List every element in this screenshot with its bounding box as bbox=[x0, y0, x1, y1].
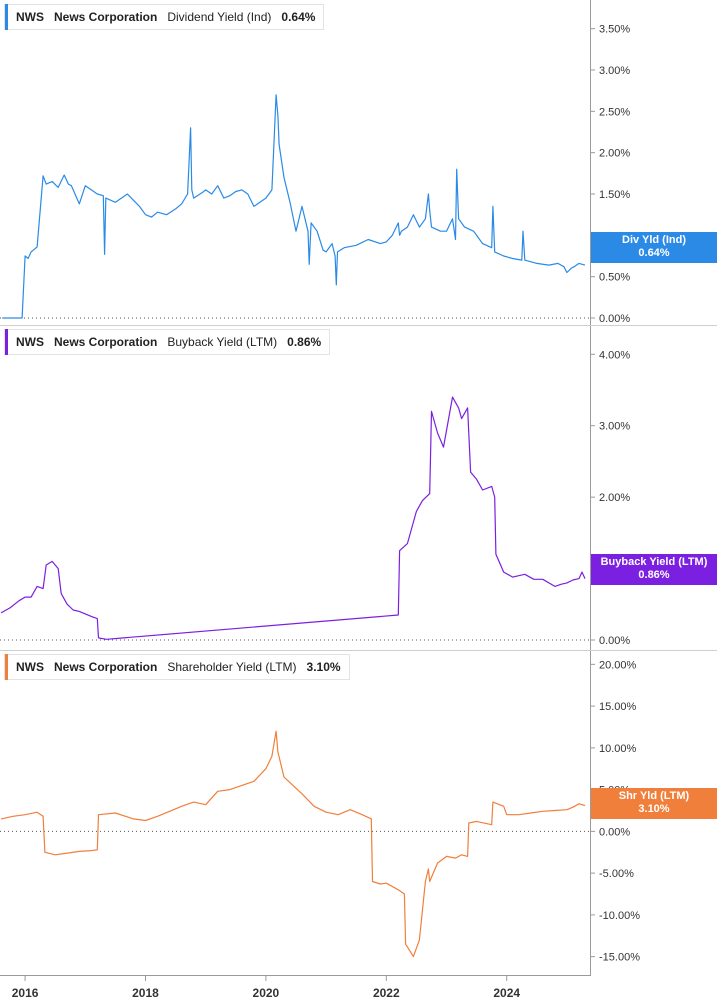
shareholder-color-swatch bbox=[5, 654, 8, 680]
legend-company: News Corporation bbox=[54, 10, 158, 24]
x-tick-label: 2022 bbox=[373, 986, 400, 1000]
y-tick-label: 0.00% bbox=[599, 826, 630, 838]
y-tick-label: -15.00% bbox=[599, 952, 640, 964]
x-axis: 2016 2018 2020 2022 2024 bbox=[12, 975, 520, 1000]
y-tick-label: 0.00% bbox=[599, 635, 630, 647]
y-tick-label: 10.00% bbox=[599, 743, 637, 755]
y-tick-label: 3.00% bbox=[599, 421, 630, 433]
y-tick-label: 3.00% bbox=[599, 65, 630, 77]
legend-company: News Corporation bbox=[54, 660, 158, 674]
shareholder-series bbox=[0, 730, 586, 958]
legend-ticker: NWS bbox=[16, 660, 44, 674]
y-tick-label: -10.00% bbox=[599, 910, 640, 922]
buyback-legend[interactable]: NWS News Corporation Buyback Yield (LTM)… bbox=[4, 329, 331, 355]
shareholder-value-tag: Shr Yld (LTM) 3.10% bbox=[591, 788, 717, 819]
y-tick-label: 0.00% bbox=[599, 313, 630, 325]
tag-value: 0.64% bbox=[638, 247, 670, 259]
tag-label: Div Yld (Ind) bbox=[622, 234, 686, 246]
tag-label: Shr Yld (LTM) bbox=[618, 790, 690, 802]
tag-label: Buyback Yield (LTM) bbox=[600, 556, 708, 568]
dividend-color-swatch bbox=[5, 4, 8, 30]
legend-company: News Corporation bbox=[54, 335, 158, 349]
y-tick-label: 0.50% bbox=[599, 272, 630, 284]
legend-value: 0.86% bbox=[287, 335, 322, 349]
buyback-color-swatch bbox=[5, 329, 8, 355]
legend-value: 0.64% bbox=[281, 10, 316, 24]
buyback-series bbox=[0, 396, 586, 640]
shareholder-legend[interactable]: NWS News Corporation Shareholder Yield (… bbox=[4, 654, 350, 680]
legend-ticker: NWS bbox=[16, 335, 44, 349]
legend-metric: Buyback Yield (LTM) bbox=[167, 335, 278, 349]
dividend-y-axis: 3.50%3.00%2.50%2.00%1.50%1.00%0.50%0.00% bbox=[0, 24, 630, 325]
x-tick-label: 2018 bbox=[132, 986, 159, 1000]
legend-ticker: NWS bbox=[16, 10, 44, 24]
y-tick-label: -5.00% bbox=[599, 868, 634, 880]
buyback-line bbox=[0, 396, 586, 640]
legend-metric: Dividend Yield (Ind) bbox=[167, 10, 272, 24]
x-tick-label: 2024 bbox=[493, 986, 520, 1000]
y-tick-label: 3.50% bbox=[599, 24, 630, 36]
tag-value: 3.10% bbox=[638, 803, 670, 815]
y-tick-label: 15.00% bbox=[599, 701, 637, 713]
buyback-y-axis: 4.00% 3.00% 2.00% 0.00% bbox=[0, 349, 630, 647]
dividend-value-tag: Div Yld (Ind) 0.64% bbox=[591, 232, 717, 263]
y-tick-label: 1.50% bbox=[599, 189, 630, 201]
dividend-series bbox=[2, 94, 586, 319]
y-tick-label: 2.00% bbox=[599, 492, 630, 504]
y-tick-label: 4.00% bbox=[599, 349, 630, 361]
panel-frame bbox=[0, 0, 717, 976]
shareholder-y-axis: 20.00%15.00%10.00%5.00%0.00%-5.00%-10.00… bbox=[0, 659, 640, 964]
legend-metric: Shareholder Yield (LTM) bbox=[167, 660, 297, 674]
y-tick-label: 2.00% bbox=[599, 148, 630, 160]
dividend-line bbox=[2, 94, 586, 319]
y-tick-label: 2.50% bbox=[599, 106, 630, 118]
dividend-legend[interactable]: NWS News Corporation Dividend Yield (Ind… bbox=[4, 4, 325, 30]
buyback-value-tag: Buyback Yield (LTM) 0.86% bbox=[591, 554, 717, 585]
x-tick-label: 2020 bbox=[253, 986, 280, 1000]
tag-value: 0.86% bbox=[638, 569, 670, 581]
shareholder-line bbox=[0, 730, 586, 958]
x-tick-label: 2016 bbox=[12, 986, 39, 1000]
legend-value: 3.10% bbox=[306, 660, 341, 674]
y-tick-label: 20.00% bbox=[599, 659, 637, 671]
